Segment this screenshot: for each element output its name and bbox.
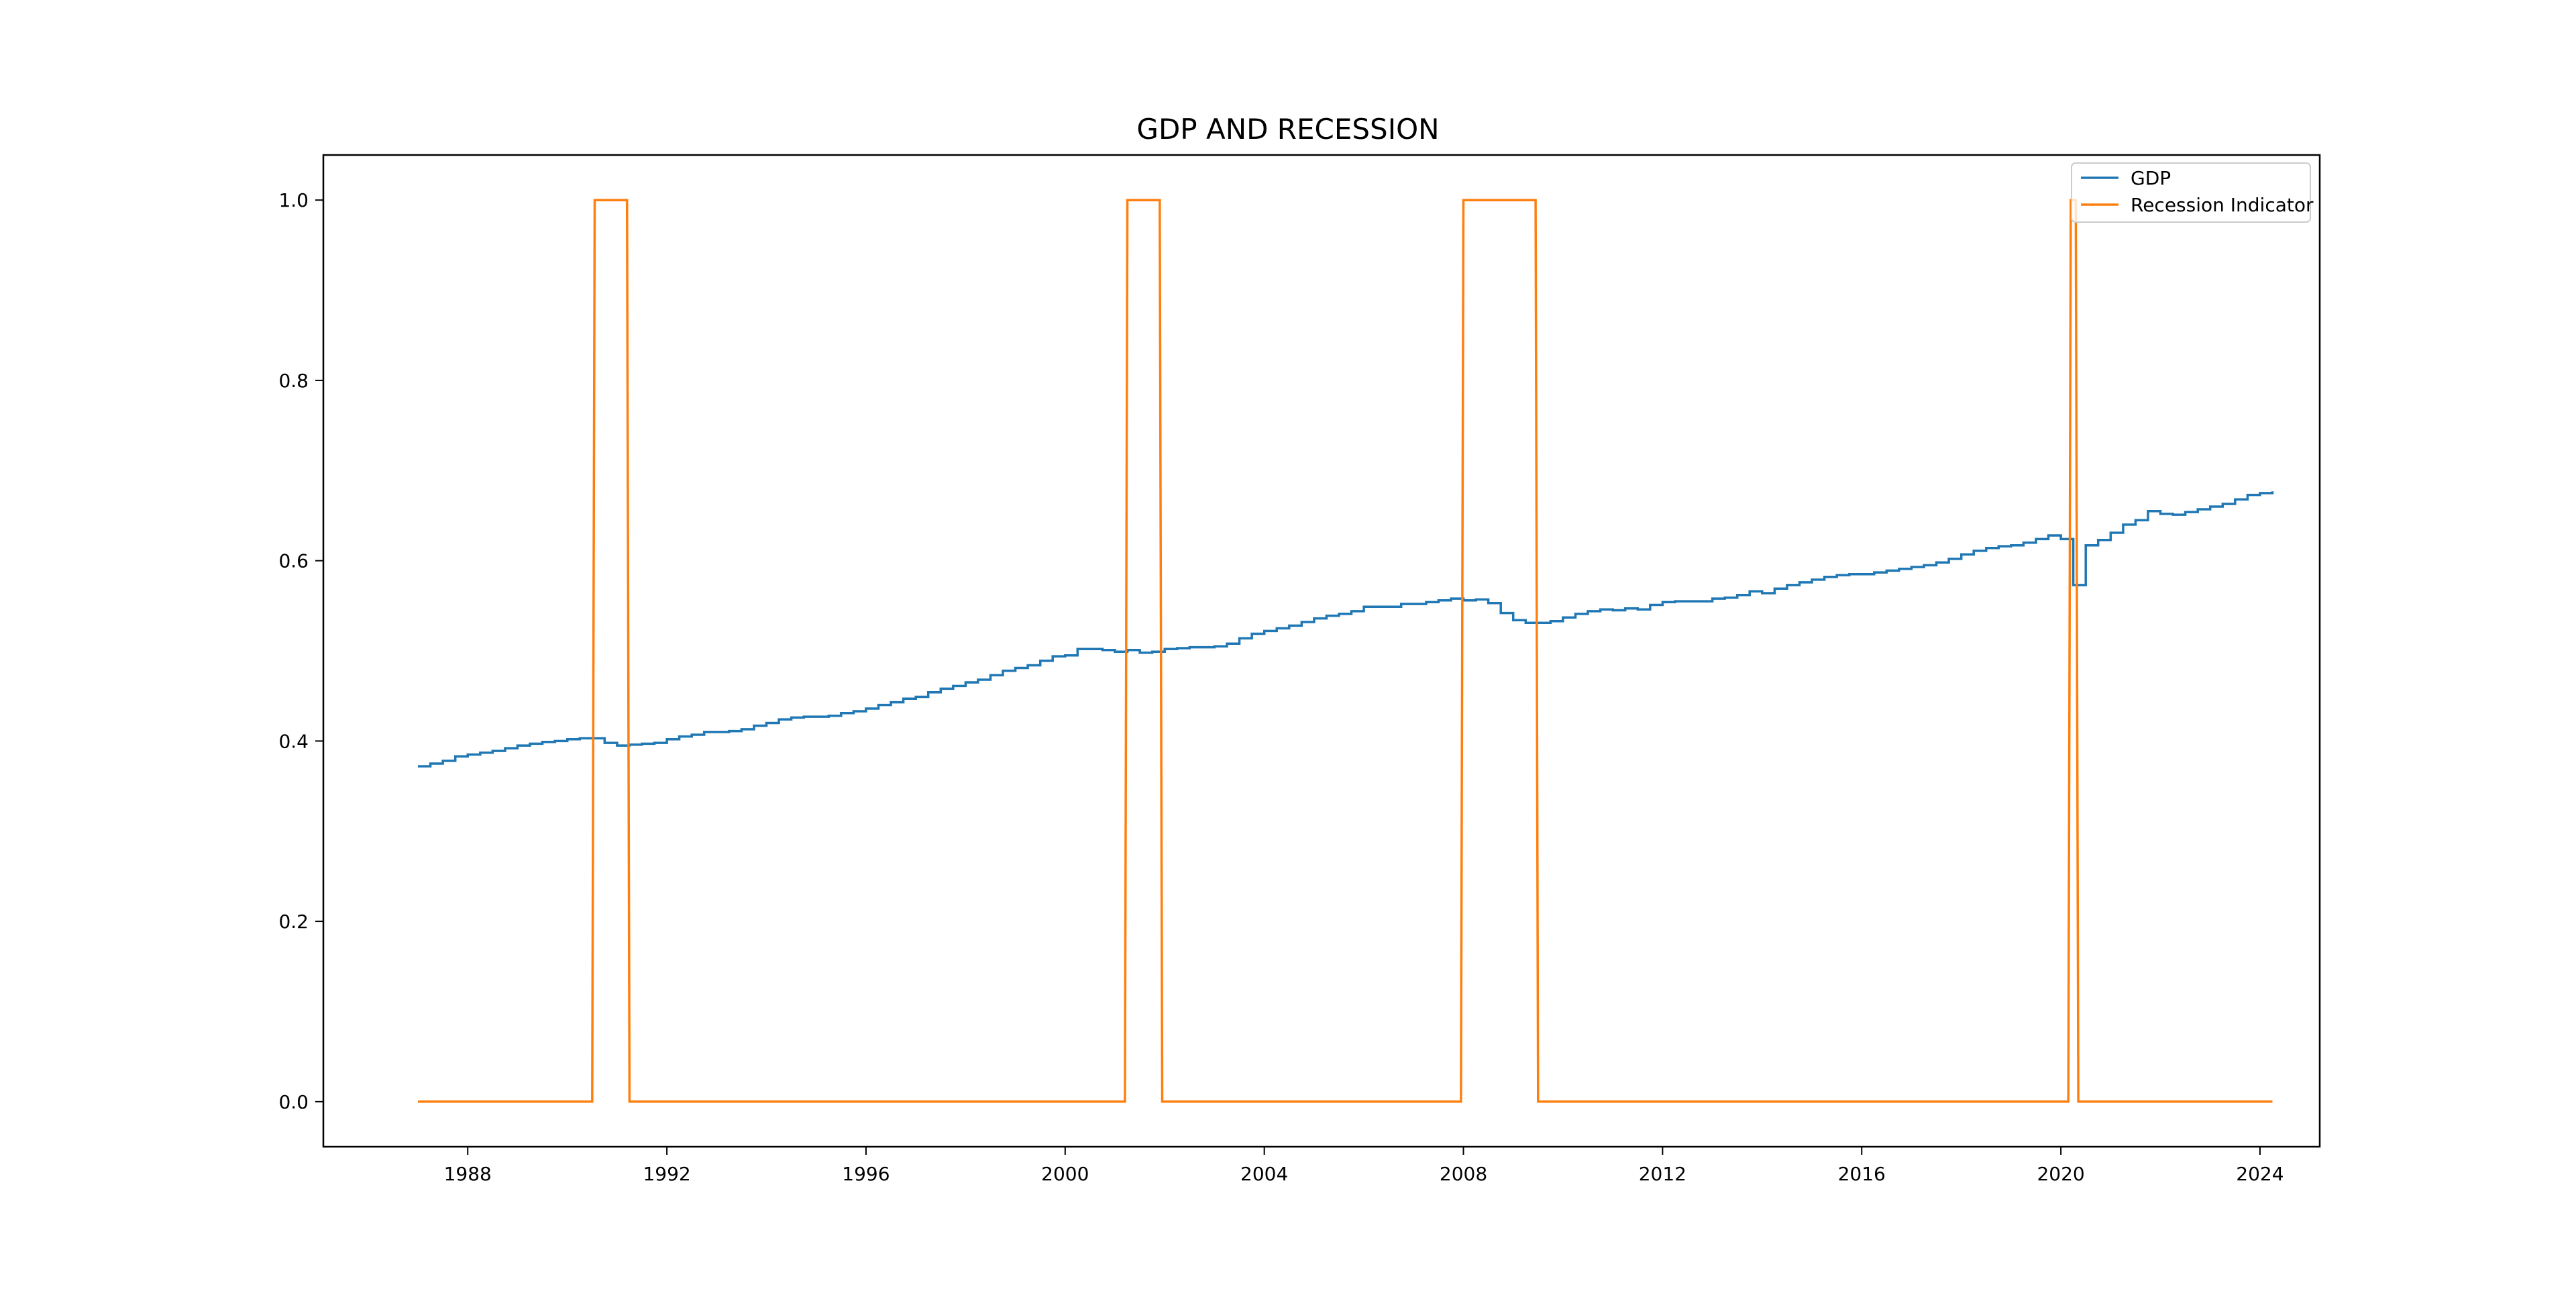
chart-title: GDP AND RECESSION <box>1136 113 1440 146</box>
series-line-gdp <box>418 491 2274 768</box>
legend: GDP Recession Indicator <box>2071 162 2314 223</box>
y-tick-label: 0.0 <box>278 1091 309 1113</box>
x-tick-label: 2008 <box>1440 1163 1487 1185</box>
legend-box <box>2071 162 2311 223</box>
axes-frame <box>322 154 2321 1148</box>
series-line-recession-indicator <box>418 199 2273 1103</box>
y-axis: 0.0 0.2 0.4 0.6 0.8 1.0 <box>278 189 323 1113</box>
legend-label: GDP <box>2131 167 2171 189</box>
x-tick-label: 2004 <box>1240 1163 1288 1185</box>
x-tick-label: 2012 <box>1639 1163 1686 1185</box>
series-layer <box>418 199 2274 1103</box>
y-tick-label: 0.8 <box>278 370 309 392</box>
x-axis: 1988 1992 1996 2000 2004 2008 2012 2016 2020 2024 <box>444 1147 2284 1185</box>
x-tick-label: 2024 <box>2236 1163 2284 1185</box>
x-tick-label: 1996 <box>842 1163 890 1185</box>
x-tick-label: 2016 <box>1838 1163 1886 1185</box>
y-tick-label: 0.6 <box>278 550 309 572</box>
x-tick-label: 2020 <box>2037 1163 2084 1185</box>
x-tick-label: 1992 <box>643 1163 690 1185</box>
x-tick-label: 2000 <box>1041 1163 1089 1185</box>
x-tick-label: 1988 <box>444 1163 492 1185</box>
y-tick-label: 0.2 <box>278 911 309 933</box>
y-tick-label: 1.0 <box>278 189 309 211</box>
y-tick-label: 0.4 <box>278 730 309 752</box>
legend-label: Recession Indicator <box>2131 194 2314 216</box>
